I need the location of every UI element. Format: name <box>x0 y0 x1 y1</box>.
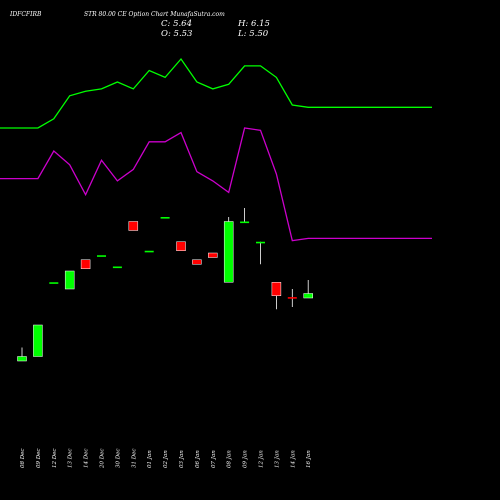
candle <box>97 255 106 257</box>
chart-subtitle: STR 80.00 CE Option Chart MunafaSutra.co… <box>84 11 225 18</box>
x-tick-label: 06 Jan <box>195 450 201 468</box>
candle-body <box>303 293 313 299</box>
candle-body <box>256 241 265 244</box>
x-tick-label: 20 Dec <box>100 449 106 470</box>
high-label: H: 6.15 <box>237 19 270 29</box>
low-label: L: 5.50 <box>237 29 269 39</box>
candle <box>192 259 202 265</box>
candle <box>303 280 313 299</box>
x-tick-label: 03 Jan <box>179 450 185 468</box>
x-tick-label: 13 Jan <box>274 450 280 468</box>
indicator-lines <box>0 57 432 242</box>
x-tick-label: 13 Dec <box>68 449 74 469</box>
candle-body <box>33 324 43 357</box>
candle-body <box>208 252 218 258</box>
candles <box>17 208 313 362</box>
x-tick-label: 09 Dec <box>36 449 42 469</box>
middle-line <box>0 127 432 242</box>
x-tick-label: 08 Jan <box>227 450 233 468</box>
candle <box>64 270 75 290</box>
x-tick-label: 01 Jan <box>147 450 153 468</box>
candle <box>223 217 234 283</box>
candle-body <box>49 282 59 284</box>
x-tick-label: 14 Jan <box>290 450 296 468</box>
open-label: O: 5.53 <box>161 29 192 39</box>
candle-body <box>160 217 170 219</box>
candle-body <box>144 250 154 253</box>
candle-body <box>240 221 250 224</box>
close-label: C: 5.64 <box>161 19 192 29</box>
x-tick-label: 08 Dec <box>20 449 26 469</box>
candle <box>80 259 91 269</box>
candle-body <box>80 259 91 269</box>
candle-body <box>223 221 234 283</box>
candle <box>112 266 122 269</box>
candle <box>287 289 297 307</box>
candle <box>208 252 218 258</box>
candle <box>49 282 59 284</box>
x-tick-label: 07 Jan <box>211 450 217 468</box>
candle-body <box>128 221 139 231</box>
candle <box>271 282 282 310</box>
candle <box>128 221 139 231</box>
candle-body <box>97 255 106 257</box>
candle <box>144 250 154 253</box>
candle-body <box>112 266 122 269</box>
x-tick-label: 02 Jan <box>163 450 169 468</box>
candle-body <box>271 282 282 296</box>
candle <box>240 208 250 224</box>
candle <box>33 324 43 357</box>
candle-body <box>192 259 202 265</box>
candle-body <box>176 241 186 251</box>
chart-symbol: IDFCFIRB <box>9 11 42 18</box>
candle <box>17 347 27 362</box>
x-tick-label: 14 Dec <box>84 449 90 469</box>
x-tick-label: 12 Jan <box>259 450 265 468</box>
upper-line <box>0 57 432 129</box>
x-tick-label: 12 Dec <box>52 449 58 469</box>
x-tick-label: 16 Jan <box>306 450 312 468</box>
x-tick-label: 30 Dec <box>115 449 121 469</box>
candle-body <box>287 297 297 299</box>
x-tick-label: 31 Dec <box>131 449 137 469</box>
candle-body <box>17 356 27 362</box>
candle-body <box>64 270 75 290</box>
x-axis-ticks: 08 Dec 09 Dec 12 Dec 13 Dec 14 Dec 20 Dec 30 D… <box>20 449 312 470</box>
x-tick-label: 09 Jan <box>243 450 249 468</box>
candle <box>256 241 265 265</box>
candle <box>160 217 170 219</box>
candle <box>176 241 186 251</box>
